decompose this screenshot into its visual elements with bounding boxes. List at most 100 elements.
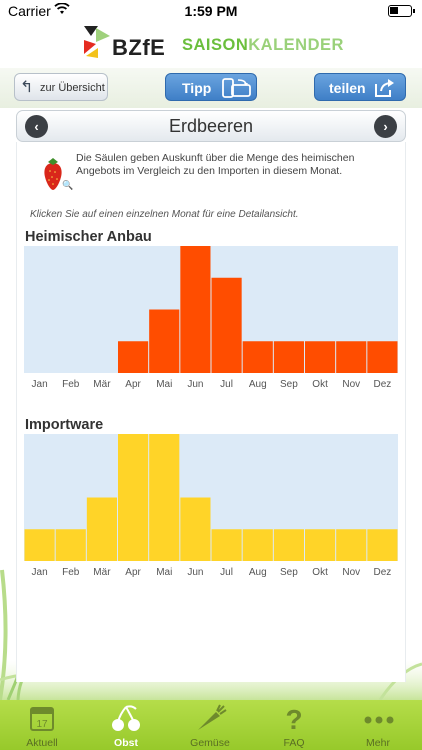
tab-label: Gemüse xyxy=(190,737,230,749)
month-label[interactable]: Jan xyxy=(32,379,48,390)
domestic-chart-title: Heimischer Anbau xyxy=(25,229,152,245)
month-column-Feb[interactable] xyxy=(55,246,86,373)
bar-Okt[interactable] xyxy=(305,529,336,561)
app-title-bold: SAISON xyxy=(182,36,249,54)
month-label[interactable]: Jul xyxy=(220,379,233,390)
next-product-button[interactable]: › xyxy=(374,115,397,138)
tab-label: Aktuell xyxy=(26,737,58,749)
question-icon: ? xyxy=(285,704,302,732)
content-panel xyxy=(16,142,406,682)
month-label[interactable]: Jan xyxy=(32,567,48,578)
product-title: Erdbeeren xyxy=(168,116,254,136)
month-column-Jan[interactable] xyxy=(24,246,55,373)
bar-Mai[interactable] xyxy=(149,434,180,561)
strawberry-icon[interactable] xyxy=(42,155,64,191)
import-chart-title: Importware xyxy=(25,417,104,433)
month-label[interactable]: Apr xyxy=(125,567,141,578)
tip-button-label: Tipp xyxy=(182,80,212,96)
back-to-overview-button[interactable]: ↰ zur Übersicht xyxy=(14,73,108,101)
month-label[interactable]: Jul xyxy=(220,567,233,578)
bar-Apr[interactable] xyxy=(118,434,149,561)
status-time: 1:59 PM xyxy=(184,3,238,19)
bar-Dez[interactable] xyxy=(367,529,398,561)
month-label[interactable]: Mär xyxy=(93,567,111,578)
calendar-day: 17 xyxy=(36,719,48,730)
zoom-icon: 🔍 xyxy=(62,180,74,190)
tab-gemuese[interactable]: Gemüse xyxy=(168,700,252,750)
tab-faq[interactable]: ? FAQ xyxy=(252,700,336,750)
month-label[interactable]: Sep xyxy=(280,567,298,578)
month-label[interactable]: Okt xyxy=(312,379,328,390)
svg-text:?: ? xyxy=(285,704,302,732)
bar-Okt[interactable] xyxy=(305,341,336,373)
month-label[interactable]: Jun xyxy=(187,379,203,390)
chart-description: Die Säulen geben Auskunft über die Menge… xyxy=(76,152,355,177)
bar-Jul[interactable] xyxy=(211,277,242,373)
month-column-Mär[interactable] xyxy=(86,246,117,373)
share-icon xyxy=(375,79,394,97)
month-label[interactable]: Dez xyxy=(374,379,392,390)
chart-plot-area xyxy=(24,246,398,373)
bar-Feb[interactable] xyxy=(55,529,86,561)
chevron-right-icon: › xyxy=(383,119,388,134)
bar-Jan[interactable] xyxy=(24,529,55,561)
chart-plot-area xyxy=(24,434,398,561)
rotate-device-icon xyxy=(222,78,251,98)
back-arrow-icon: ↰ xyxy=(20,79,34,96)
tab-mehr[interactable]: Mehr xyxy=(336,700,420,750)
previous-product-button[interactable]: ‹ xyxy=(25,115,48,138)
bar-Aug[interactable] xyxy=(242,529,273,561)
import-chart: Jan Feb Mär Apr Mai Jun Jul Aug Sep Okt Nov Dez xyxy=(24,434,398,579)
month-label[interactable]: Apr xyxy=(125,379,141,390)
app-title: SAISONKALENDER xyxy=(182,36,344,55)
bar-Apr[interactable] xyxy=(118,341,149,373)
bar-Sep[interactable] xyxy=(273,529,304,561)
domestic-chart: Jan Feb Mär Apr Mai Jun Jul Aug Sep Okt Nov Dez xyxy=(24,246,398,391)
bar-Mai[interactable] xyxy=(149,309,180,374)
product-title-bar: ‹ Erdbeeren › xyxy=(16,110,406,142)
tab-aktuell[interactable]: 17 Aktuell xyxy=(0,700,84,750)
bzfe-logo-text: BZfE xyxy=(112,35,166,60)
month-label[interactable]: Jun xyxy=(187,567,203,578)
bar-Sep[interactable] xyxy=(273,341,304,373)
bar-Mär[interactable] xyxy=(86,497,117,562)
back-button-label: zur Übersicht xyxy=(40,82,105,94)
tab-obst[interactable]: Obst xyxy=(84,700,168,750)
domestic-chart-svg: Jan Feb Mär Apr Mai Jun Jul Aug Sep Okt Nov Dez xyxy=(24,246,398,390)
month-label[interactable]: Mai xyxy=(156,567,172,578)
bar-Jul[interactable] xyxy=(211,529,242,561)
bar-Nov[interactable] xyxy=(336,529,367,561)
share-button-label: teilen xyxy=(329,80,366,96)
app-title-light: KALENDER xyxy=(248,36,344,54)
tab-label: Mehr xyxy=(366,737,390,749)
carrier-label: Carrier xyxy=(8,3,51,19)
month-label[interactable]: Nov xyxy=(342,567,360,578)
month-label[interactable]: Aug xyxy=(249,567,267,578)
import-chart-svg: Jan Feb Mär Apr Mai Jun Jul Aug Sep Okt Nov Dez xyxy=(24,434,398,578)
more-icon xyxy=(364,716,394,724)
month-label[interactable]: Dez xyxy=(374,567,392,578)
wifi-icon xyxy=(54,2,70,18)
status-bar: Carrier 1:59 PM xyxy=(0,0,422,22)
chevron-left-icon: ‹ xyxy=(34,119,39,134)
bzfe-logo-icon xyxy=(84,26,110,58)
tab-bar: 17 Aktuell Obst Gemüse ? FAQ Mehr xyxy=(0,700,422,750)
carrot-icon xyxy=(198,704,227,730)
month-label[interactable]: Mär xyxy=(93,379,111,390)
bar-Jun[interactable] xyxy=(180,246,211,373)
bar-Aug[interactable] xyxy=(242,341,273,373)
bar-Jun[interactable] xyxy=(180,497,211,562)
month-label[interactable]: Aug xyxy=(249,379,267,390)
calendar-icon: 17 xyxy=(30,707,54,731)
month-label[interactable]: Mai xyxy=(156,379,172,390)
month-label[interactable]: Feb xyxy=(62,379,80,390)
month-label[interactable]: Nov xyxy=(342,379,360,390)
bar-Nov[interactable] xyxy=(336,341,367,373)
tip-button[interactable]: Tipp xyxy=(165,73,257,101)
app-header: BZfE SAISONKALENDER xyxy=(0,22,422,68)
share-button[interactable]: teilen xyxy=(314,73,406,101)
month-label[interactable]: Sep xyxy=(280,379,298,390)
bar-Dez[interactable] xyxy=(367,341,398,373)
month-label[interactable]: Feb xyxy=(62,567,80,578)
month-label[interactable]: Okt xyxy=(312,567,328,578)
